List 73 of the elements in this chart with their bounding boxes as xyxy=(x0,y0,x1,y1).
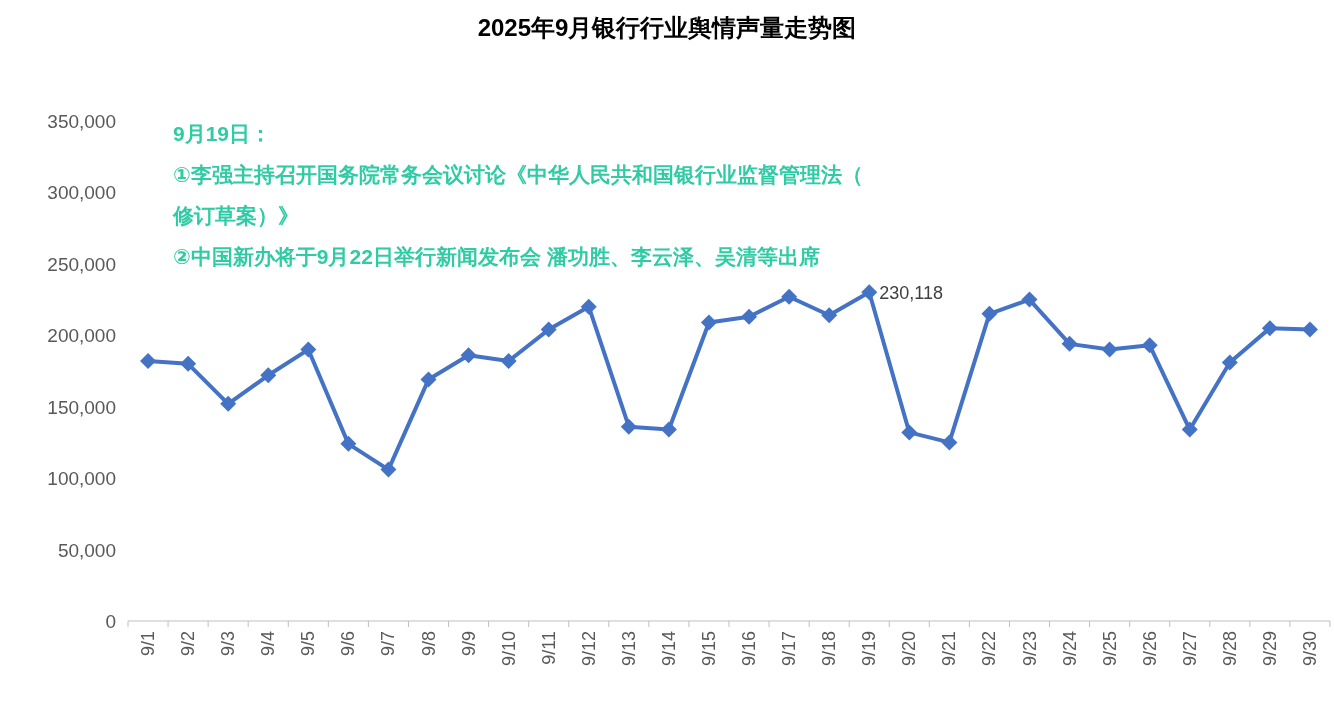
chart-title: 2025年9月银行行业舆情声量走势图 xyxy=(477,14,857,41)
x-tick-label: 9/29 xyxy=(1259,631,1280,667)
x-tick-label: 9/5 xyxy=(298,631,319,657)
point xyxy=(340,435,357,452)
y-tick-label: 50,000 xyxy=(57,539,116,561)
point xyxy=(220,395,237,412)
x-tick-label: 9/6 xyxy=(338,631,359,657)
y-tick-label: 350,000 xyxy=(47,111,116,132)
x-tick-label: 9/7 xyxy=(378,631,399,657)
x-tick-label: 9/10 xyxy=(498,631,519,667)
point xyxy=(620,418,637,435)
x-tick-label: 9/1 xyxy=(138,631,159,657)
x-tick-label: 9/3 xyxy=(218,631,239,657)
x-tick-label: 9/16 xyxy=(739,631,760,667)
data-label: 230,118 xyxy=(879,283,943,304)
x-tick-label: 9/15 xyxy=(698,631,719,667)
point xyxy=(901,424,918,441)
x-tick-label: 9/19 xyxy=(859,631,880,667)
x-tick-label: 9/4 xyxy=(258,631,279,657)
point xyxy=(500,353,517,369)
y-tick-label: 100,000 xyxy=(47,468,116,490)
y-tick-label: 150,000 xyxy=(47,396,116,418)
x-tick-label: 9/24 xyxy=(1059,631,1080,667)
x-tick-label: 9/20 xyxy=(899,631,920,667)
point xyxy=(741,308,758,325)
point xyxy=(941,434,958,451)
point xyxy=(1021,291,1038,308)
point xyxy=(1261,320,1278,337)
annotation: ①李强主持召开国务院常务会议讨论《中华人民共和国银行业监督管理法（修订草案）》 xyxy=(172,163,863,227)
point xyxy=(140,353,157,369)
point xyxy=(821,307,838,324)
annotation: 9月19日： xyxy=(173,122,272,145)
y-tick-label: 300,000 xyxy=(47,182,116,204)
x-tick-label: 9/30 xyxy=(1299,631,1320,667)
point xyxy=(460,347,477,364)
y-tick-label: 0 xyxy=(105,611,116,632)
x-tick-label: 9/25 xyxy=(1099,631,1120,667)
point xyxy=(420,371,437,388)
point xyxy=(861,284,878,301)
x-tick-label: 9/18 xyxy=(819,631,840,667)
point xyxy=(580,298,597,315)
x-tick-label: 9/22 xyxy=(979,631,1000,667)
point xyxy=(781,288,798,305)
point xyxy=(660,421,677,438)
x-tick-label: 9/2 xyxy=(178,631,199,657)
x-tick-label: 9/23 xyxy=(1019,631,1040,667)
point xyxy=(180,355,197,372)
point xyxy=(981,305,998,322)
x-tick-label: 9/28 xyxy=(1219,631,1240,667)
point xyxy=(380,461,397,478)
point xyxy=(540,321,557,338)
x-tick-label: 9/14 xyxy=(658,631,679,667)
point xyxy=(1181,421,1198,438)
point xyxy=(260,367,277,384)
x-tick-label: 9/8 xyxy=(418,631,439,657)
x-tick-label: 9/27 xyxy=(1179,631,1200,667)
x-tick-label: 9/12 xyxy=(578,631,599,667)
point xyxy=(1301,321,1318,338)
point xyxy=(300,341,317,358)
x-tick-label: 9/17 xyxy=(779,631,800,667)
point xyxy=(1061,335,1078,352)
y-tick-label: 250,000 xyxy=(47,253,116,275)
x-tick-label: 9/9 xyxy=(458,631,479,657)
point xyxy=(1141,337,1158,354)
annotation: ②中国新办将于9月22日举行新闻发布会 潘功胜、李云泽、吴清等出席 xyxy=(173,245,820,268)
x-tick-label: 9/11 xyxy=(538,631,559,665)
x-tick-label: 9/21 xyxy=(939,631,960,667)
point xyxy=(700,314,717,331)
point xyxy=(1221,354,1238,371)
x-tick-label: 9/13 xyxy=(618,631,639,667)
x-tick-label: 9/26 xyxy=(1139,631,1160,667)
point xyxy=(1101,341,1118,358)
y-tick-label: 200,000 xyxy=(47,325,116,347)
